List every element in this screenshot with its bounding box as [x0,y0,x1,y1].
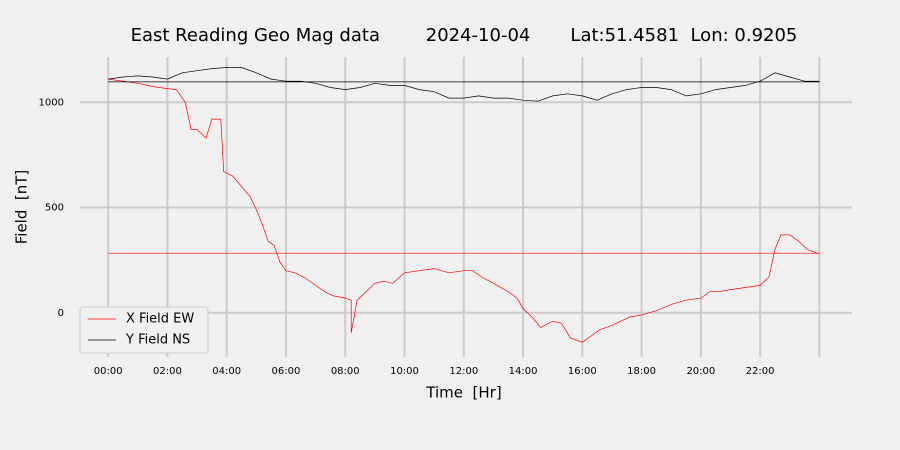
legend-label: X Field EW [126,312,194,327]
legend-box [79,306,209,354]
chart-title: East Reading Geo Mag data 2024-10-04 Lat… [131,25,798,46]
series-line [108,78,820,343]
x-tick-label: 16:00 [568,366,597,377]
y-tick-label: 0 [58,308,64,319]
x-tick-label: 14:00 [509,366,538,377]
x-tick-label: 18:00 [627,366,656,377]
x-tick-label: 02:00 [153,366,182,377]
x-tick-label: 12:00 [449,366,478,377]
legend-label: Y Field NS [125,333,190,348]
x-tick-label: 08:00 [331,366,360,377]
x-axis-label: Time [Hr] [425,384,501,402]
y-tick-label: 500 [45,203,64,214]
x-tick-label: 06:00 [272,366,301,377]
series-line [108,67,820,102]
x-tick-label: 10:00 [390,366,419,377]
x-tick-label: 04:00 [212,366,241,377]
y-axis-label: Field [nT] [13,170,31,245]
x-tick-label: 22:00 [746,366,775,377]
x-tick-label: 00:00 [94,366,123,377]
y-tick-label: 1000 [39,97,64,108]
x-tick-label: 20:00 [686,366,715,377]
